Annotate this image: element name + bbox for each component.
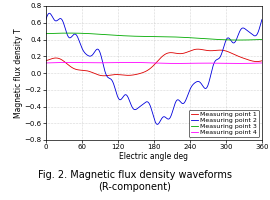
Measuring point 4	[68, 61, 71, 64]
Measuring point 2	[48, 12, 51, 14]
X-axis label: Electric angle deg: Electric angle deg	[119, 152, 188, 161]
Measuring point 3	[66, 32, 70, 34]
Line: Measuring point 4: Measuring point 4	[46, 62, 262, 63]
Measuring point 3	[140, 35, 143, 38]
Measuring point 3	[213, 38, 216, 40]
Measuring point 2	[140, 104, 143, 107]
Line: Measuring point 3: Measuring point 3	[46, 33, 262, 40]
Legend: Measuring point 1, Measuring point 2, Measuring point 3, Measuring point 4: Measuring point 1, Measuring point 2, Me…	[189, 110, 259, 137]
Measuring point 1	[44, 60, 48, 62]
Measuring point 1	[196, 48, 200, 50]
Measuring point 2	[132, 108, 135, 110]
Measuring point 3	[68, 32, 71, 34]
Line: Measuring point 2: Measuring point 2	[46, 13, 262, 124]
Measuring point 3	[237, 39, 240, 41]
Y-axis label: Magnetic flux density T: Magnetic flux density T	[14, 28, 23, 118]
Line: Measuring point 1: Measuring point 1	[46, 49, 262, 76]
Measuring point 2	[66, 35, 70, 38]
Measuring point 3	[132, 35, 135, 37]
Measuring point 1	[213, 49, 216, 52]
Measuring point 1	[132, 74, 135, 76]
Measuring point 1	[140, 72, 143, 74]
Measuring point 3	[193, 37, 196, 39]
Measuring point 4	[132, 61, 135, 64]
Measuring point 2	[156, 123, 159, 126]
Measuring point 4	[237, 62, 240, 65]
Measuring point 4	[193, 62, 196, 64]
Measuring point 1	[260, 60, 264, 62]
Measuring point 3	[44, 32, 48, 35]
Measuring point 2	[260, 18, 264, 21]
Measuring point 3	[260, 38, 264, 41]
Measuring point 4	[260, 62, 264, 64]
Measuring point 1	[66, 63, 70, 66]
Measuring point 4	[217, 62, 220, 64]
Measuring point 1	[217, 49, 220, 51]
Measuring point 2	[193, 82, 196, 84]
Measuring point 4	[213, 62, 216, 64]
Measuring point 2	[217, 57, 220, 60]
Text: Fig. 2. Magnetic flux density waveforms
(R-component): Fig. 2. Magnetic flux density waveforms …	[38, 170, 232, 192]
Measuring point 4	[66, 61, 70, 64]
Measuring point 1	[102, 75, 106, 77]
Measuring point 4	[44, 62, 48, 64]
Measuring point 3	[217, 38, 220, 41]
Measuring point 2	[44, 18, 48, 21]
Measuring point 2	[213, 61, 216, 63]
Measuring point 1	[193, 48, 196, 51]
Measuring point 4	[140, 61, 143, 64]
